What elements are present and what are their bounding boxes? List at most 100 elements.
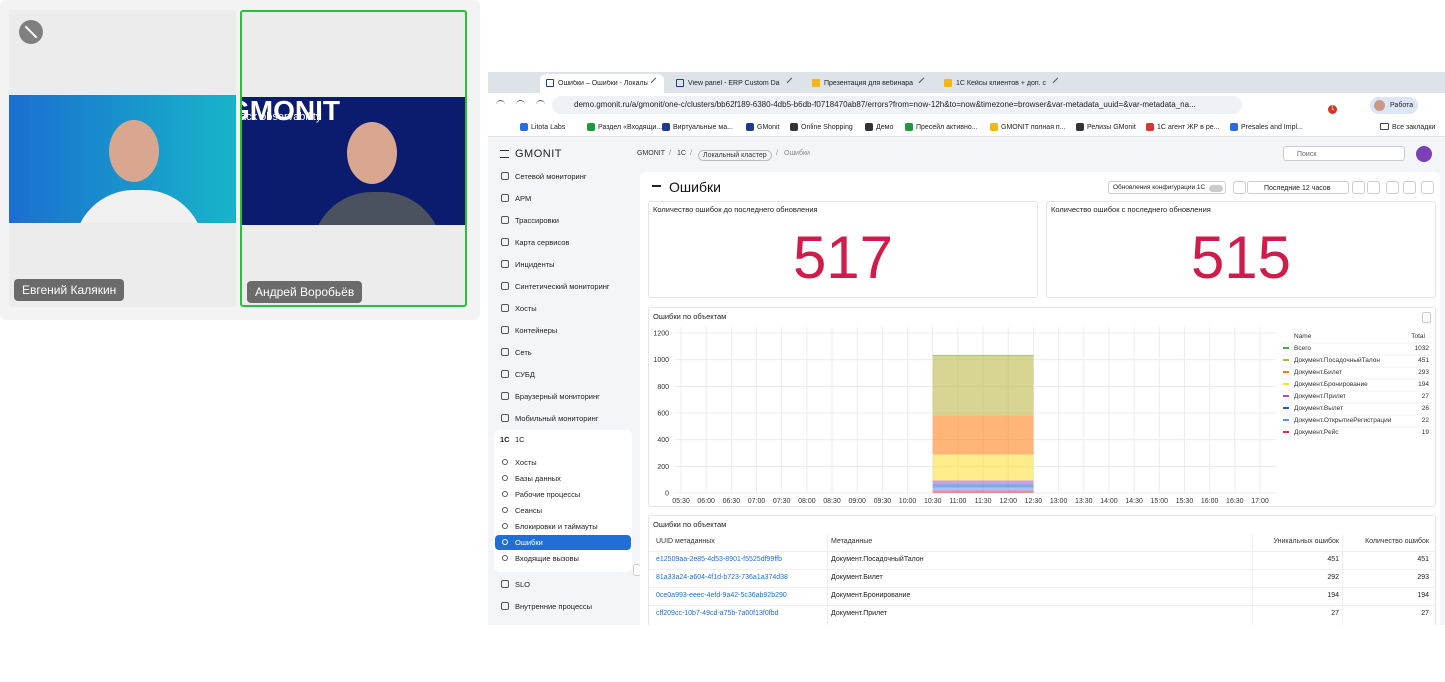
bookmark[interactable]: Виртуальные ма... [673,124,733,131]
legend-swatch[interactable] [1283,395,1289,397]
nav-item[interactable]: Инциденты [515,260,555,269]
legend-label[interactable]: Документ.Рейс [1294,428,1339,436]
nav-button[interactable] [516,100,525,109]
toolbar-button[interactable] [1352,181,1365,194]
subnav-item[interactable]: Базы данных [515,474,561,483]
bookmark-icon[interactable] [790,123,798,131]
bookmark[interactable]: Presales and Impl... [1241,124,1303,131]
nav-item[interactable]: Хосты [515,304,537,313]
bookmark-icon[interactable] [746,123,754,131]
browser-tab[interactable]: View panel - ERP Custom Da [670,74,800,93]
bookmark-icon[interactable] [662,123,670,131]
toolbar-button[interactable] [1421,181,1434,194]
breadcrumb[interactable]: GMONIT [637,150,665,157]
folder-icon [1380,123,1389,130]
breadcrumb[interactable]: 1С [677,150,686,157]
bookmark-icon[interactable] [520,123,528,131]
profile-button[interactable]: Работа [1370,97,1418,114]
legend-swatch[interactable] [1283,347,1289,349]
nav-item[interactable]: Сеть [515,348,532,357]
back-arrow[interactable] [652,185,661,187]
column-header[interactable]: Метаданные [831,538,873,545]
nav-item[interactable]: Синтетический мониторинг [515,282,610,291]
bookmark[interactable]: Релизы GMonit [1087,124,1136,131]
uuid-link[interactable]: 81a33a24-a604-4f1d-b723-736a1a374d38 [656,574,788,581]
bookmark-icon[interactable] [587,123,595,131]
breadcrumb[interactable]: Локальный кластер [698,150,772,161]
toolbar-button[interactable] [1386,181,1399,194]
bookmark-icon[interactable] [905,123,913,131]
legend-label[interactable]: Всего [1294,345,1311,352]
bookmark[interactable]: Litota Labs [531,124,566,131]
toolbar-button[interactable] [1367,181,1380,194]
tab-close[interactable] [1052,77,1063,88]
nav-item[interactable]: СУБД [515,370,535,379]
bookmark[interactable]: Online Shopping [801,124,853,131]
subnav-item[interactable]: Блокировки и таймауты [515,522,598,531]
toolbar-button[interactable] [1403,181,1416,194]
search-box[interactable]: Поиск [1283,146,1405,161]
legend-label[interactable]: Документ.ПосадочныйТалон [1294,356,1380,364]
new-tab-button[interactable] [1072,76,1082,88]
nav-item[interactable]: Внутренние процессы [515,602,593,611]
browser-tab[interactable]: 1С Кейсы клиентов + доп. с [938,74,1066,93]
legend-swatch[interactable] [1283,371,1289,373]
bookmark-icon[interactable] [1230,123,1238,131]
legend-swatch[interactable] [1283,407,1289,409]
bookmark-icon[interactable] [865,123,873,131]
column-header[interactable]: Уникальных ошибок [1273,538,1339,545]
config-toggle[interactable]: Обновления конфигурации 1С [1108,181,1226,194]
legend-label[interactable]: Документ.ОткрытиеРегистрации [1294,417,1392,424]
uuid-link[interactable]: 0ce0a993-eeec-4efd-9a42-5c36ab92b290 [656,592,787,599]
nav-item[interactable]: Трассировки [515,216,559,225]
section-card [494,430,632,572]
toolbar-button[interactable] [1233,181,1246,194]
nav-item[interactable]: Контейнеры [515,326,558,335]
tab-close[interactable] [650,77,661,88]
legend-swatch[interactable] [1283,383,1289,385]
legend-label[interactable]: Документ.Прилет [1294,393,1346,400]
browser-tab[interactable]: Ошибки – Ошибки - Локальн [540,74,664,93]
legend-swatch[interactable] [1283,419,1289,421]
subnav-item[interactable]: Ошибки [515,538,543,547]
subnav-item[interactable]: Рабочие процессы [515,490,581,499]
bookmark[interactable]: 1С агент ЖР в ре... [1157,124,1220,131]
bookmark-icon[interactable] [1076,123,1084,131]
all-bookmarks[interactable]: Все закладки [1392,124,1436,131]
legend-label[interactable]: Документ.Вылет [1294,405,1343,412]
time-range-picker[interactable]: Последние 12 часов [1247,181,1349,194]
bookmark[interactable]: Раздел «Входящи... [598,124,663,131]
bookmark[interactable]: Демо [876,124,894,131]
tab-close[interactable] [918,77,929,88]
column-header[interactable]: UUID метаданных [656,538,715,545]
legend-label[interactable]: Документ.Бронирование [1294,381,1368,388]
browser-tab[interactable]: Презентация для вебинара [806,74,932,93]
nav-item[interactable]: Карта сервисов [515,238,570,247]
tab-close[interactable] [786,77,797,88]
nav-button[interactable] [496,100,505,109]
panel-menu[interactable] [1422,312,1431,323]
uuid-link[interactable]: e12509aa-2e85-4d53-8901-f5525df99ffb [656,556,782,563]
nav-item[interactable]: Браузерный мониторинг [515,392,600,401]
bookmark-icon[interactable] [990,123,998,131]
bookmark[interactable]: GMONIT полная п... [1001,124,1066,131]
address-bar[interactable]: demo.gmonit.ru/a/gmonit/one-c/clusters/b… [552,96,1242,114]
column-header[interactable]: Количество ошибок [1365,538,1429,545]
legend-label[interactable]: Документ.Билет [1294,369,1342,376]
uuid-link[interactable]: cff209cc-10b7-49cd-a75b-7a00f13f0fbd [656,610,779,617]
nav-item[interactable]: Сетевой мониторинг [515,172,587,181]
nav-button[interactable] [536,100,545,109]
user-avatar[interactable] [1416,146,1432,162]
nav-item[interactable]: Мобильный мониторинг [515,414,599,423]
subnav-item[interactable]: Сеансы [515,506,543,515]
subnav-item[interactable]: Хосты [515,458,537,467]
legend-swatch[interactable] [1283,359,1289,361]
bookmark-icon[interactable] [1146,123,1154,131]
nav-item[interactable]: APM [515,194,532,203]
bookmark[interactable]: GMonit [757,124,780,131]
row-divider [649,587,1435,588]
subnav-item[interactable]: Входящие вызовы [515,554,579,563]
nav-item[interactable]: SLO [515,580,531,589]
legend-swatch[interactable] [1283,431,1289,433]
bookmark[interactable]: Пресейл активно... [916,124,978,131]
